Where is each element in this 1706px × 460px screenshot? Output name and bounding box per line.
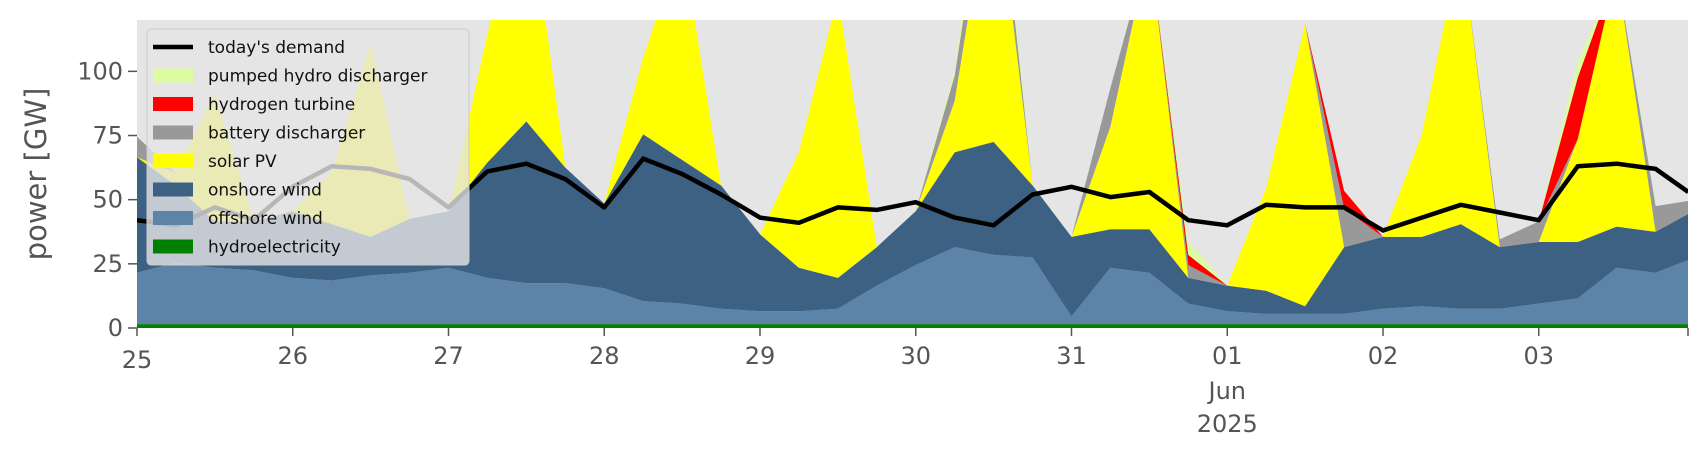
x-tick-month: Jun xyxy=(1206,377,1246,405)
legend-label: today's demand xyxy=(208,38,345,58)
y-tick-label: 0 xyxy=(108,314,123,342)
y-tick-label: 100 xyxy=(77,57,123,85)
legend-swatch xyxy=(153,68,193,83)
y-axis: 0 25 50 75 100 xyxy=(77,57,137,342)
x-axis: 25 26 27 28 29 30 31 01 Jun 2025 02 03 xyxy=(122,328,1689,438)
x-tick-label: 28 xyxy=(589,342,620,370)
stacked-areas xyxy=(137,20,1688,328)
y-tick-label: 75 xyxy=(92,122,123,150)
legend-swatch xyxy=(153,239,193,254)
legend-swatch xyxy=(153,97,193,111)
area-solar-PV xyxy=(137,20,1688,307)
x-tick-label: 29 xyxy=(745,342,776,370)
x-tick-label: 26 xyxy=(277,342,308,370)
legend-label: battery discharger xyxy=(208,124,365,144)
x-tick-label: 01 xyxy=(1212,342,1243,370)
legend: today's demand pumped hydro discharger hyd… xyxy=(146,28,470,266)
legend-label: solar PV xyxy=(208,152,277,172)
y-tick-label: 50 xyxy=(92,186,123,214)
area-offshore-wind xyxy=(137,247,1688,325)
x-tick-label: 03 xyxy=(1523,342,1554,370)
x-tick-label: 27 xyxy=(433,342,464,370)
legend-label: onshore wind xyxy=(208,181,322,201)
legend-label: pumped hydro discharger xyxy=(208,67,427,87)
x-tick-label: 02 xyxy=(1368,342,1399,370)
legend-swatch xyxy=(153,211,193,225)
y-tick-label: 25 xyxy=(92,250,123,278)
x-tick-label: 31 xyxy=(1056,342,1087,370)
legend-swatch xyxy=(153,182,193,197)
x-tick-year: 2025 xyxy=(1197,410,1258,438)
legend-swatch xyxy=(153,125,193,140)
area-onshore-wind xyxy=(137,121,1688,317)
x-tick-label: 30 xyxy=(900,342,931,370)
legend-label: offshore wind xyxy=(208,209,323,229)
legend-label: hydrogen turbine xyxy=(208,95,355,115)
legend-swatch xyxy=(153,154,193,168)
legend-box xyxy=(146,28,470,266)
area-hydroelectricity xyxy=(137,324,1688,328)
legend-label: hydroelectricity xyxy=(208,238,341,258)
y-axis-title: power [GW] xyxy=(19,88,53,261)
x-tick-label: 25 xyxy=(122,346,153,374)
